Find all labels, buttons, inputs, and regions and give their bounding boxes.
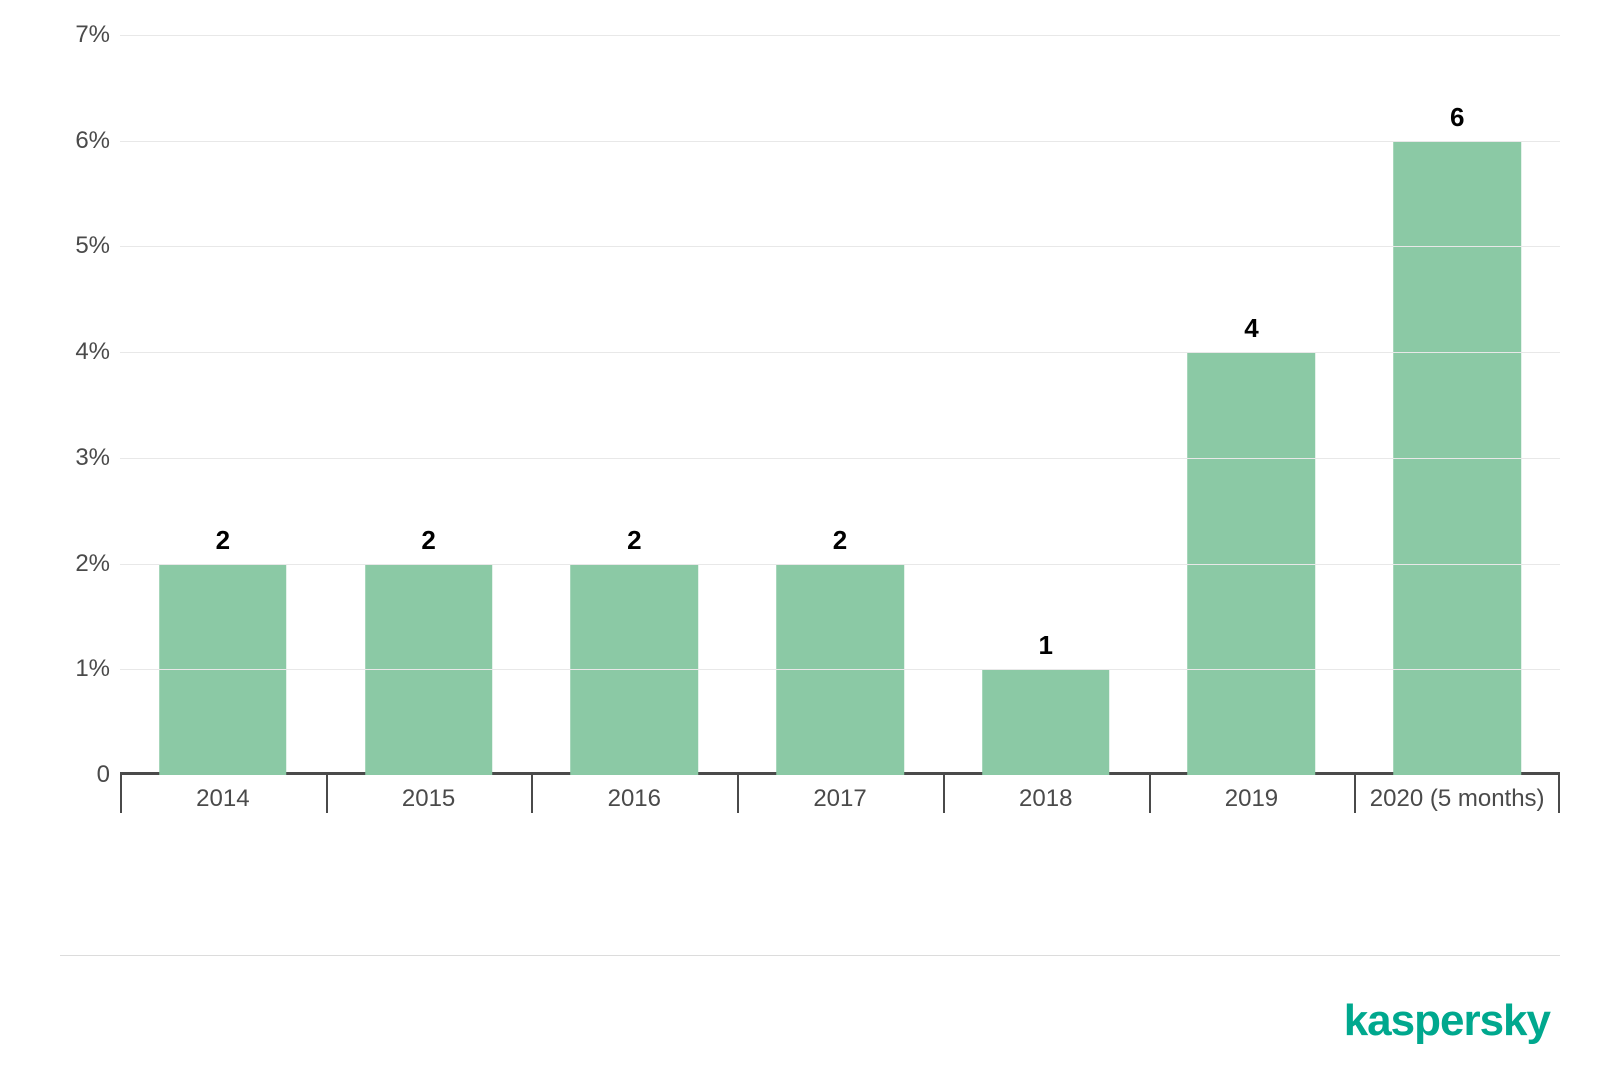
x-axis-label: 2014 [196,785,249,813]
bar-slot: 2 [120,35,326,775]
plot-area: 2222146 01%2%3%4%5%6%7% [120,35,1560,775]
x-axis-label: 2015 [402,785,455,813]
gridline [120,669,1560,670]
x-tick [1558,775,1560,813]
bar-value-label: 2 [627,525,641,556]
gridline [120,35,1560,36]
x-tick [943,775,945,813]
bar-value-label: 1 [1039,630,1053,661]
y-tick-label: 6% [65,127,110,155]
y-tick-label: 5% [65,232,110,260]
x-tick [120,775,122,813]
bar [982,669,1110,775]
x-label-slot: 2017 [737,775,943,855]
x-label-slot: 2019 [1149,775,1355,855]
x-tick [326,775,328,813]
x-axis-label: 2017 [813,785,866,813]
x-tick [1354,775,1356,813]
bar-slot: 2 [737,35,943,775]
x-axis-label: 2016 [608,785,661,813]
x-tick [737,775,739,813]
y-tick-label: 2% [65,550,110,578]
x-axis-label: 2019 [1225,785,1278,813]
x-tick [1149,775,1151,813]
x-label-slot: 2016 [531,775,737,855]
bar-slot: 4 [1149,35,1355,775]
x-label-slot: 2020 (5 months) [1354,775,1560,855]
gridline [120,141,1560,142]
y-tick-label: 4% [65,338,110,366]
bar-slot: 2 [531,35,737,775]
x-label-slot: 2015 [326,775,532,855]
x-label-slot: 2014 [120,775,326,855]
y-tick-label: 3% [65,444,110,472]
bar-slot: 6 [1354,35,1560,775]
bar-value-label: 2 [421,525,435,556]
x-label-slot: 2018 [943,775,1149,855]
bar-value-label: 2 [833,525,847,556]
bar-value-label: 6 [1450,102,1464,133]
x-axis-label: 2020 (5 months) [1370,785,1545,813]
bar-value-label: 2 [216,525,230,556]
brand-logo: kaspersky [1344,996,1550,1046]
y-tick-label: 7% [65,21,110,49]
bars-container: 2 2 2 2 1 4 6 [120,35,1560,775]
bar-value-label: 4 [1244,313,1258,344]
footer-divider [60,955,1560,956]
bar-slot: 2 [326,35,532,775]
y-tick-label: 0 [65,761,110,789]
x-labels: 2014 2015 2016 2017 2018 2019 2020 (5 months) [120,775,1560,855]
x-axis-label: 2018 [1019,785,1072,813]
gridline [120,352,1560,353]
gridline [120,564,1560,565]
bar-chart: 2222146 01%2%3%4%5%6%7% 2014201520162017… [60,35,1560,855]
bar-slot: 1 [943,35,1149,775]
x-tick [531,775,533,813]
gridline [120,458,1560,459]
y-tick-label: 1% [65,655,110,683]
gridline [120,246,1560,247]
